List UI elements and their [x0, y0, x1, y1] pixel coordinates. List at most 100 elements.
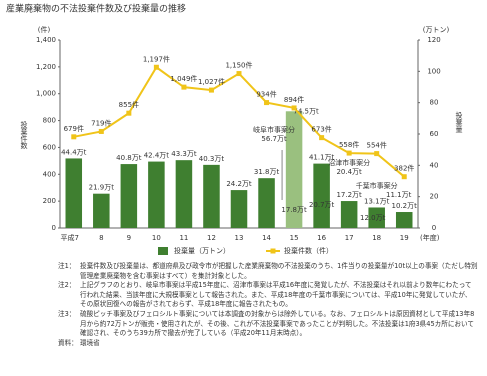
- bar: [230, 190, 248, 228]
- y2-unit: (万トン): [423, 26, 450, 34]
- line-marker: [346, 150, 352, 156]
- annotation: 12.0万t: [360, 214, 386, 222]
- bar: [340, 201, 358, 228]
- annotation: 11.1万t: [386, 191, 412, 199]
- bar-label: 24.2万t: [226, 180, 252, 188]
- y2-tick-label: 80: [430, 99, 439, 107]
- chart: 産業廃棄物の不法投棄件数及び投棄量の推移 (件) (万トン) (年度) 0 20 0…: [6, 3, 463, 255]
- y-tick-label: 400: [43, 170, 56, 178]
- note-label: 注2：: [58, 281, 76, 290]
- line-marker: [264, 100, 270, 106]
- annotation: 17.8万t: [281, 206, 307, 214]
- bar: [285, 111, 303, 228]
- annotation: 20.7万t: [309, 201, 335, 209]
- line-label: 1,197件: [143, 54, 170, 63]
- bar: [93, 193, 110, 228]
- bar-label: 42.4万t: [144, 152, 170, 160]
- y-tick-label: 600: [43, 143, 56, 151]
- y2-tick-label: 120: [427, 36, 440, 44]
- line-label: 673件: [311, 125, 331, 134]
- y2-tick-label: 40: [430, 161, 439, 169]
- line-label: 558件: [339, 140, 359, 149]
- bar: [175, 160, 193, 228]
- line-label: 719件: [91, 118, 111, 127]
- line-marker: [374, 151, 380, 157]
- bar-label: 17.2万t: [336, 191, 362, 199]
- y2-tick-label: 0: [432, 224, 436, 232]
- annotation: 沼津市事案分: [328, 158, 370, 167]
- line-label: 855件: [119, 100, 139, 109]
- x-tick-label: 17: [345, 234, 354, 242]
- bar: [313, 163, 330, 228]
- annotation: 千葉市事案分: [356, 181, 398, 190]
- legend-swatch: [158, 247, 168, 255]
- x-tick-label: 平成7: [61, 233, 79, 242]
- x-tick-label: 19: [400, 234, 409, 242]
- line-label: 894件: [284, 95, 304, 104]
- note-text: 環境省: [80, 338, 100, 347]
- y-tick-label: 0: [52, 224, 56, 232]
- bar: [203, 164, 220, 228]
- x-tick-label: 14: [262, 234, 271, 242]
- notes: 注1： 投棄件数及び投棄量は、都道府県及び政令市が把握した産業廃棄物の不法投棄のう…: [58, 262, 478, 348]
- note: 注2： 上記グラフのとおり、岐阜市事案は平成15年度に、沼津市事案は平成16年度に…: [58, 281, 478, 310]
- bar-label: 13.1万t: [364, 197, 390, 205]
- line-label: 679件: [64, 124, 84, 133]
- bar-label: 40.8万t: [116, 154, 142, 162]
- y-unit: (件): [38, 25, 51, 34]
- x-tick-label: 16: [317, 234, 326, 242]
- x-tick-label: 18: [372, 234, 381, 242]
- line-label: 1,150件: [225, 61, 252, 70]
- note: 資料： 環境省: [58, 339, 478, 349]
- note-label: 注3：: [58, 309, 76, 318]
- bar-label: 44.4万t: [61, 148, 87, 156]
- bar: [395, 212, 413, 228]
- note-label: 資料：: [58, 338, 78, 347]
- note: 注1： 投棄件数及び投棄量は、都道府県及び政令市が把握した産業廃棄物の不法投棄のう…: [58, 262, 478, 281]
- line-marker: [181, 84, 187, 90]
- x-tick-label: 10: [152, 234, 161, 242]
- annotation: 56.7万t: [261, 135, 287, 143]
- line-label: 554件: [367, 141, 387, 150]
- x-tick-label: 9: [127, 234, 131, 242]
- legend-label: 投棄件数（件）: [284, 246, 333, 255]
- y2-tick-label: 20: [430, 193, 439, 201]
- bar-label: 10.2万t: [392, 202, 418, 210]
- line-label: 1,027件: [198, 77, 225, 86]
- line-marker: [401, 174, 407, 180]
- bar-label: 74.5万t: [293, 107, 319, 115]
- x-tick-label: 11: [179, 234, 188, 242]
- line-marker: [153, 64, 159, 70]
- line-label: 1,049件: [170, 74, 197, 83]
- bar-label: 31.8万t: [254, 168, 280, 176]
- x-tick-label: 8: [99, 234, 103, 242]
- y-tick-label: 800: [43, 117, 56, 125]
- bar: [258, 178, 275, 228]
- x-tick-label: 13: [235, 234, 244, 242]
- bar-label: 41.1万t: [309, 154, 335, 162]
- chart-title: 産業廃棄物の不法投棄件数及び投棄量の推移: [6, 3, 186, 15]
- axis-label: 投棄量: [455, 111, 463, 133]
- note-text: 投棄件数及び投棄量は、都道府県及び政令市が把握した産業廃棄物の不法投棄のうち、1…: [80, 262, 478, 280]
- y-tick-label: 1,200: [36, 63, 56, 71]
- y-tick-label: 1,400: [36, 36, 56, 44]
- x-suffix: (年度): [420, 233, 440, 242]
- legend-label: 投棄量（万トン）: [174, 246, 230, 255]
- y2-tick-label: 60: [430, 130, 439, 138]
- line-marker: [71, 134, 77, 140]
- x-tick-label: 12: [207, 234, 216, 242]
- line-marker: [291, 105, 297, 111]
- bar: [368, 207, 385, 228]
- note-label: 注1：: [58, 262, 76, 270]
- note-text: 上記グラフのとおり、岐阜市事案は平成15年度に、沼津市事案は平成16年度に発覚し…: [80, 281, 472, 309]
- bar: [65, 158, 83, 228]
- note: 注3： 硫酸ピッチ事案及びフェロシルト事案については本調査の対象からは除外している…: [58, 310, 478, 339]
- line-marker: [126, 110, 132, 116]
- line-marker: [319, 135, 325, 141]
- line-label: 934件: [256, 90, 276, 99]
- line-marker: [208, 87, 214, 93]
- note-text: 硫酸ピッチ事案及びフェロシルト事案については本調査の対象からは除外している。なお…: [80, 309, 475, 338]
- x-tick-label: 15: [290, 234, 299, 242]
- axis-label: 投棄件数: [20, 120, 28, 150]
- line-label: 382件: [394, 164, 414, 173]
